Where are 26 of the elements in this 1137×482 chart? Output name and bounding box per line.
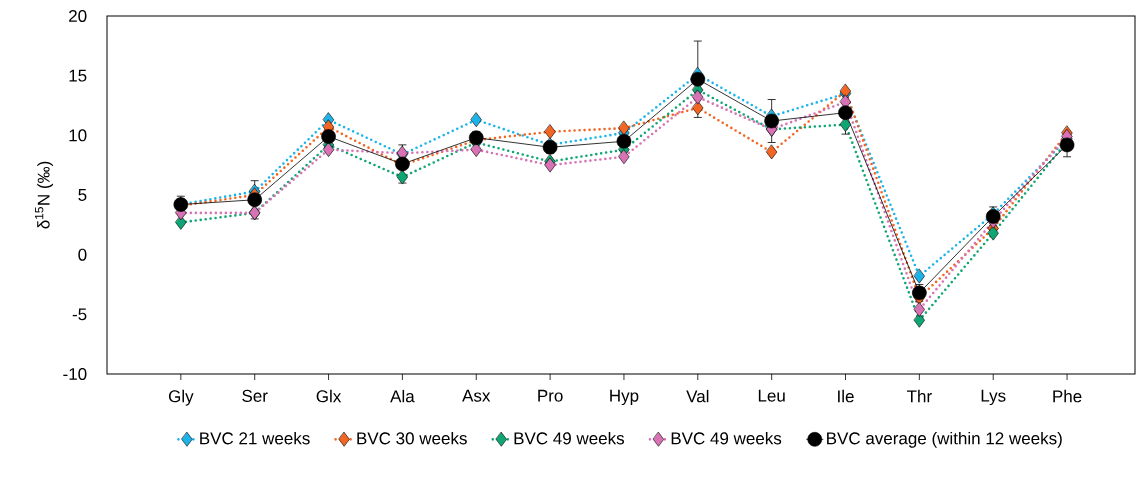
x-tick-label: Hyp [610, 389, 639, 406]
x-tick-label: Thr [906, 389, 932, 403]
y-tick-label: 0 [78, 248, 87, 261]
x-tick-label: Phe [1053, 389, 1082, 403]
y-tick-label: 10 [69, 129, 87, 142]
legend-label: BVC 49 weeks [671, 431, 782, 445]
y-tick-label: -5 [72, 308, 87, 321]
legend-label: BVC average (within 12 weeks) [827, 431, 1062, 448]
legend-label: BVC 30 weeks [357, 431, 467, 445]
y-tick-label: 20 [69, 9, 87, 23]
y-tick-label: 5 [78, 189, 87, 201]
x-tick-label: Val [686, 389, 709, 403]
x-tick-label: Glx [316, 389, 342, 403]
y-tick-label: -10 [63, 367, 87, 381]
y-tick-label: 15 [69, 69, 87, 82]
x-tick-label: Pro [538, 389, 563, 402]
legend-label: BVC 49 weeks [514, 431, 625, 445]
x-tick-label: Ile [838, 389, 854, 403]
y-axis-title: δ$^{15}$N (‰) [35, 161, 54, 229]
x-tick-label: Lys [981, 389, 1006, 406]
x-tick-label: Gly [168, 389, 194, 406]
x-tick-label: Ala [390, 389, 415, 403]
x-tick-label: Leu [758, 389, 785, 402]
x-tick-label: Asx [462, 389, 491, 402]
x-tick-label: Ser [242, 389, 268, 402]
legend-label: BVC 21 weeks [200, 431, 310, 445]
